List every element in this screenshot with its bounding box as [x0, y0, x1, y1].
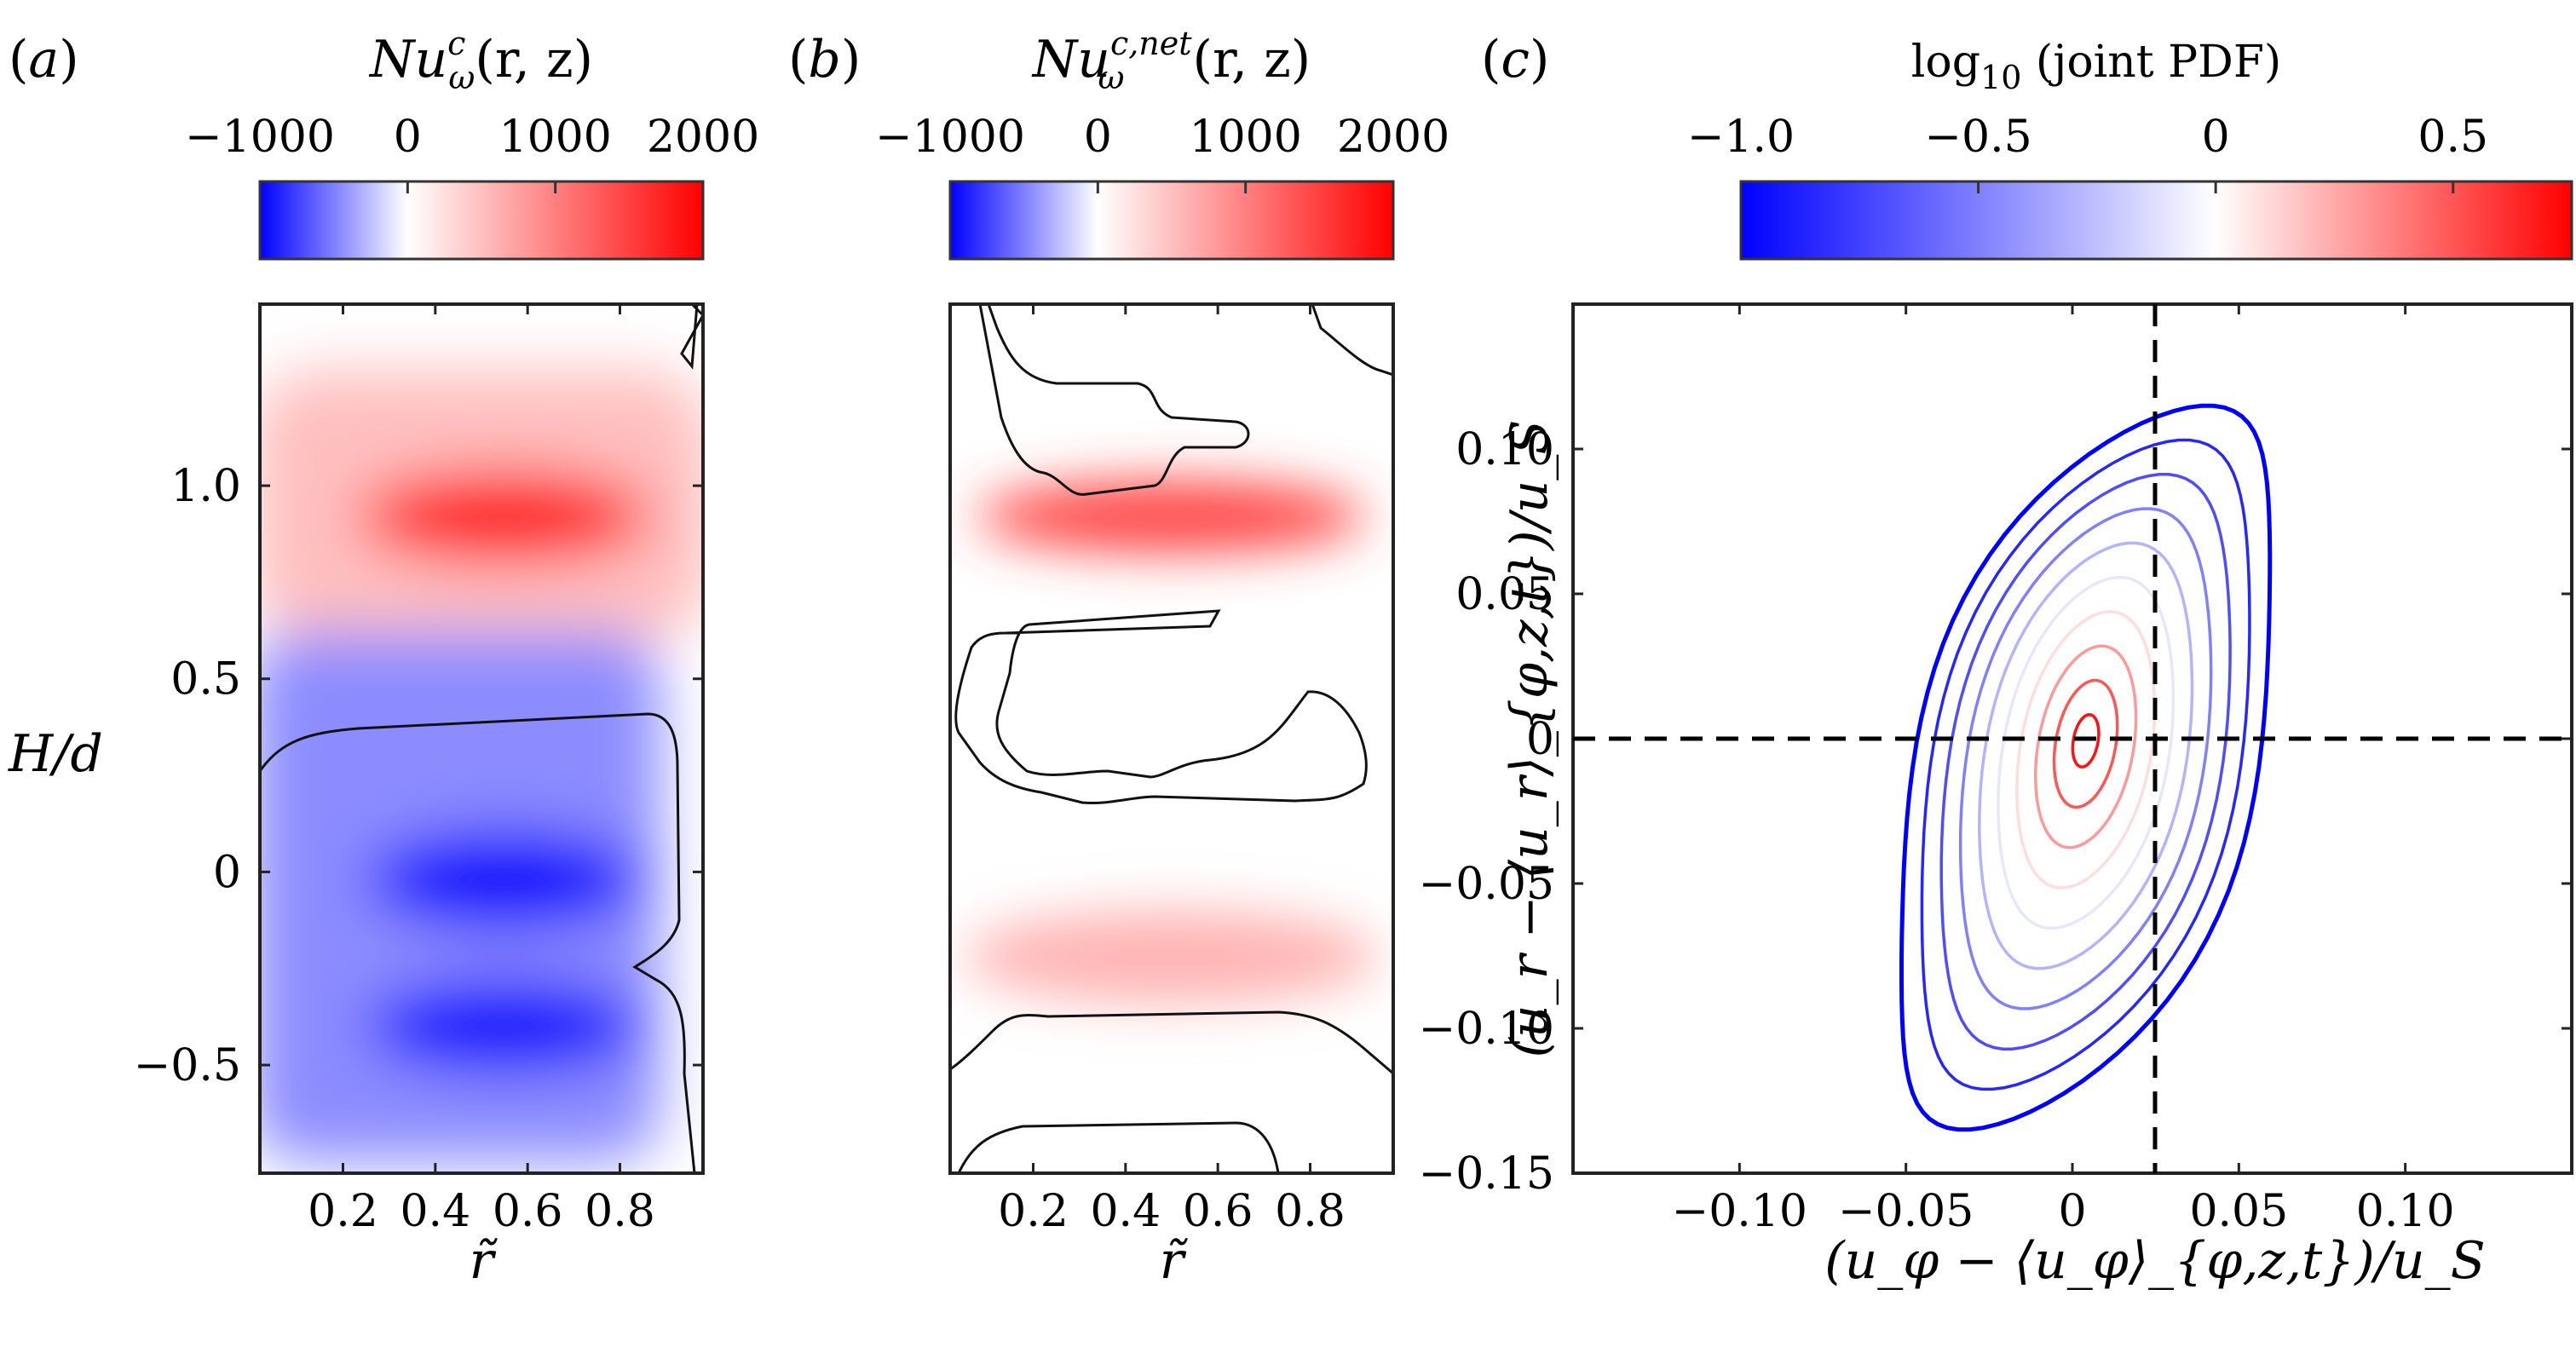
- panel-a-colorbar-tick-label: −1000: [185, 112, 335, 163]
- panel-c-contour-level: [1958, 507, 2213, 1010]
- panel-c-ytick-label: −0.10: [1419, 1004, 1554, 1055]
- panel-b-colorbar-tick-label: 0: [1084, 112, 1112, 163]
- panel-a: (a) Nuc ω(r, z) −1000 0 1000 2000 0.2 0.4 0.6 0…: [8, 25, 759, 1291]
- panel-c-ytick-label: −0.05: [1419, 859, 1554, 910]
- panel-b-colorbar-tick-label: 2000: [1337, 112, 1449, 163]
- panel-a-xtick-label: 0.6: [493, 1186, 563, 1237]
- panel-c-colorbar-tick-label: 0: [2202, 112, 2230, 163]
- panel-c-contour-level: [2052, 678, 2119, 809]
- panel-b-colorbar-gradient: [948, 180, 1395, 261]
- panel-a-heat-region: [366, 829, 643, 930]
- panel-c-xtick-label: −0.10: [1672, 1186, 1807, 1237]
- panel-b-contour-bottom: [950, 1010, 1393, 1075]
- panel-a-ytick-label: 1.0: [170, 461, 241, 512]
- panel-c-colorbar-gradient: [1739, 180, 2573, 261]
- panel-a-ytick-label: 0: [213, 847, 241, 898]
- panel-c-xtick-label: −0.05: [1838, 1186, 1974, 1237]
- panel-a-heat-region: [366, 980, 643, 1074]
- panel-b-contour-middle: [954, 609, 1368, 805]
- panel-c-xlabel: (u_φ − ⟨u_φ⟩_{φ,z,t})/u_S: [1824, 1231, 2486, 1291]
- panel-a-contours: [260, 304, 703, 1173]
- panel-c-contour-level: [2071, 713, 2101, 768]
- panel-c-xtick-label: 0.05: [2189, 1186, 2288, 1237]
- panel-b-label: (b): [788, 30, 861, 89]
- panel-c-label: (c): [1481, 30, 1549, 89]
- panel-a-ylabel: H/d: [8, 724, 103, 784]
- panel-b-colorbar-tick-label: 1000: [1189, 112, 1301, 163]
- panel-a-frame: [258, 302, 705, 1175]
- panel-c-colorbar-tick-label: 0.5: [2418, 112, 2488, 163]
- panel-c-colorbar: −1.0 −0.5 0 0.5: [1687, 112, 2573, 261]
- panel-a-colorbar-title: Nuc ω(r, z): [368, 25, 593, 96]
- panel-b-colorbar: −1000 0 1000 2000: [875, 112, 1449, 261]
- panel-a-contour-upper: [680, 304, 703, 370]
- panel-b-heatmap: 0.2 0.4 0.6 0.8: [948, 302, 1395, 1237]
- panel-a-colorbar-tick-label: 1000: [498, 112, 611, 163]
- panel-b-contour-base: [957, 1121, 1280, 1173]
- panel-a-xtick-label: 0.4: [400, 1186, 470, 1237]
- panel-a-xtick-label: 0.2: [308, 1186, 378, 1237]
- panel-b-xtick-label: 0.2: [998, 1186, 1069, 1237]
- panel-c-contour-level: [1978, 541, 2194, 970]
- panel-b-xtick-label: 0.8: [1275, 1186, 1346, 1237]
- panel-a-xtick-label: 0.8: [585, 1186, 655, 1237]
- panel-b-colorbar-title: Nuc,net ω (r, z): [1031, 25, 1311, 96]
- panel-c: (c) log10 (joint PDF) −1.0 −0.5 0 0.5 −0.10…: [1419, 30, 2573, 1291]
- panel-b-heat-region: [977, 481, 1366, 552]
- panel-a-colorbar-tick-label: 2000: [647, 112, 759, 163]
- panel-b-contour-right: [1311, 304, 1393, 377]
- panel-a-colorbar-gradient: [258, 180, 705, 261]
- panel-b-xtick-label: 0.4: [1090, 1186, 1161, 1237]
- panel-b-xtick-label: 0.6: [1183, 1186, 1253, 1237]
- panel-a-colorbar-tick-label: 0: [394, 112, 422, 163]
- panel-a-contour-lower: [260, 712, 696, 1173]
- panel-c-contour-level: [2015, 610, 2157, 889]
- panel-c-colorbar-tick-label: −0.5: [1924, 112, 2031, 163]
- panel-a-colorbar: −1000 0 1000 2000: [185, 112, 759, 261]
- panel-a-heat-region: [356, 469, 653, 563]
- panel-b: (b) Nuc,net ω (r, z) −1000 0 1000 2000 0.2 0.4…: [788, 25, 1449, 1291]
- panel-c-contour-plot: −0.10 −0.05 0 0.05 0.10 −0.15 −0.10 −0.05 0 0.05 0…: [1419, 302, 2573, 1237]
- panel-a-label: (a): [9, 30, 79, 89]
- panel-a-heatmap: 0.2 0.4 0.6 0.8 −0.5 0 0.5 1.0: [134, 302, 705, 1237]
- panel-c-colorbar-title: log10 (joint PDF): [1911, 37, 2281, 96]
- panel-b-contours: [950, 304, 1393, 1173]
- panel-c-contour-level: [1920, 438, 2251, 1091]
- panel-b-frame: [948, 302, 1395, 1175]
- panel-b-heat-region: [964, 910, 1380, 1004]
- panel-b-contour-top: [978, 304, 1250, 496]
- panel-c-ytick-label: 0.05: [1455, 569, 1554, 620]
- panel-c-xtick-label: 0.10: [2356, 1186, 2455, 1237]
- panel-b-plot-background: [950, 304, 1393, 1173]
- panel-c-xtick-label: 0: [2058, 1186, 2086, 1237]
- panel-a-xlabel: r̃: [470, 1231, 498, 1291]
- panel-c-ytick-label: 0: [1526, 714, 1554, 765]
- panel-c-colorbar-tick-label: −1.0: [1687, 112, 1795, 163]
- panel-b-xlabel: r̃: [1160, 1231, 1189, 1291]
- panel-c-ylabel: (u_r − ⟨u_r⟩_{φ,z,t})/u_S: [1500, 420, 1559, 1058]
- panel-c-contour-level: [2033, 644, 2138, 849]
- panel-c-ytick-label: 0.10: [1455, 424, 1554, 475]
- panel-c-ytick-label: −0.15: [1419, 1148, 1554, 1200]
- panel-b-colorbar-tick-label: −1000: [875, 112, 1025, 163]
- panel-c-contour-level: [1899, 403, 2273, 1132]
- panel-c-contour-level: [1939, 473, 2232, 1051]
- panel-a-ytick-label: 0.5: [170, 654, 241, 705]
- panel-a-ytick-label: −0.5: [134, 1040, 241, 1091]
